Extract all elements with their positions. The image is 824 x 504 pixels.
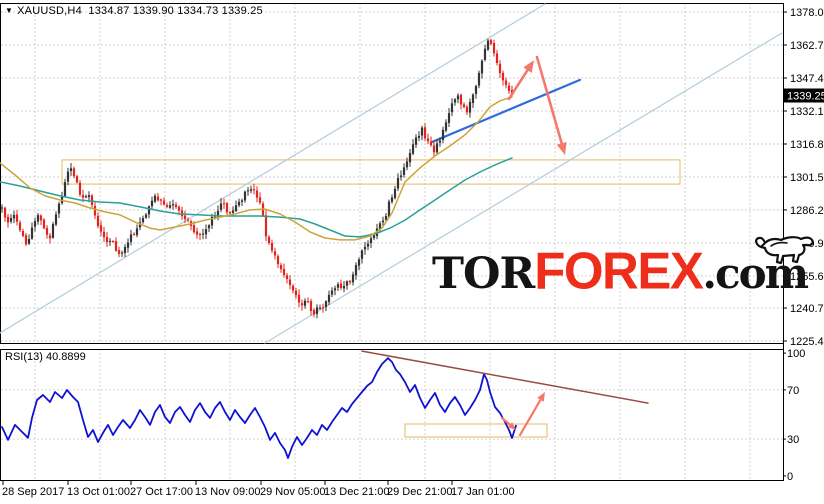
rsi-axis-label: 100 [787, 348, 805, 360]
rsi-axis: 100 70 30 0 [783, 348, 805, 483]
time-axis-label: 17 Jan 01:00 [451, 486, 515, 498]
support-trend-line [430, 78, 582, 144]
time-axis-label: 29 Dec 21:00 [387, 486, 452, 498]
ma-fast-line [0, 96, 513, 241]
price-axis-label: 1225.45 [790, 336, 824, 348]
logo-prefix: TOR [432, 249, 535, 299]
price-axis-label: 1332.10 [790, 106, 824, 118]
bull-icon [755, 236, 814, 265]
watermark-logo: TOR FOREX .com [432, 236, 814, 300]
price-axis-label: 1347.40 [790, 73, 824, 85]
time-axis-label: 13 Nov 09:00 [195, 486, 260, 498]
candlestick-series [0, 38, 514, 319]
logo-suffix: .com [702, 249, 809, 298]
rsi-resistance-line [361, 350, 649, 404]
symbol-label: XAUUSD,H4 [17, 5, 82, 17]
ma-slow-line [0, 157, 513, 238]
price-axis-label: 1362.70 [790, 40, 824, 52]
time-axis-label: 13 Dec 21:00 [324, 486, 389, 498]
forecast-arrow-down [535, 55, 567, 155]
price-axis: 1378.00 1362.70 1347.40 1332.10 1316.80 1301.… [783, 7, 824, 348]
ohlc-values: 1334.87 1339.90 1334.73 1339.25 [88, 5, 263, 17]
rsi-indicator-label: RSI(13) 40.8899 [5, 351, 86, 363]
forecast-arrow-up [507, 60, 534, 101]
chart-title: ▼ XAUUSD,H4 1334.87 1339.90 1334.73 1339.… [5, 5, 263, 17]
time-axis-label: 28 Sep 2017 [2, 486, 64, 498]
rsi-arrow-up [518, 392, 545, 437]
time-axis-label: 27 Oct 17:00 [130, 486, 193, 498]
price-axis-label: 1378.00 [790, 7, 824, 19]
price-axis-label: 1240.75 [790, 303, 824, 315]
rsi-axis-label: 70 [787, 385, 799, 397]
price-axis-label: 1286.20 [790, 205, 824, 217]
current-price-value: 1339.25 [787, 91, 824, 103]
rsi-zone-rectangle [404, 423, 548, 438]
symbol-dropdown-icon[interactable]: ▼ [5, 6, 14, 15]
rsi-value-label: RSI(13) 40.8899 [5, 351, 86, 363]
gridlines [1, 3, 783, 481]
current-price-tag: 1339.25 [784, 88, 824, 103]
time-axis: 28 Sep 2017 13 Oct 01:00 27 Oct 17:00 13 No… [2, 481, 515, 498]
time-axis-label: 29 Nov 05:00 [260, 486, 325, 498]
rsi-axis-label: 30 [787, 434, 799, 446]
price-axis-label: 1255.60 [790, 271, 824, 283]
channel-lower-line [264, 32, 783, 344]
channel-upper-line [0, 3, 546, 334]
time-axis-label: 13 Oct 01:00 [67, 486, 130, 498]
price-axis-label: 1316.80 [790, 139, 824, 151]
rsi-axis-label: 0 [787, 471, 793, 483]
rsi-arrow-down [500, 416, 516, 430]
price-axis-label: 1301.50 [790, 172, 824, 184]
support-zone-rectangle [61, 159, 681, 185]
rsi-line [1, 357, 517, 459]
logo-brand: FOREX [534, 241, 704, 300]
